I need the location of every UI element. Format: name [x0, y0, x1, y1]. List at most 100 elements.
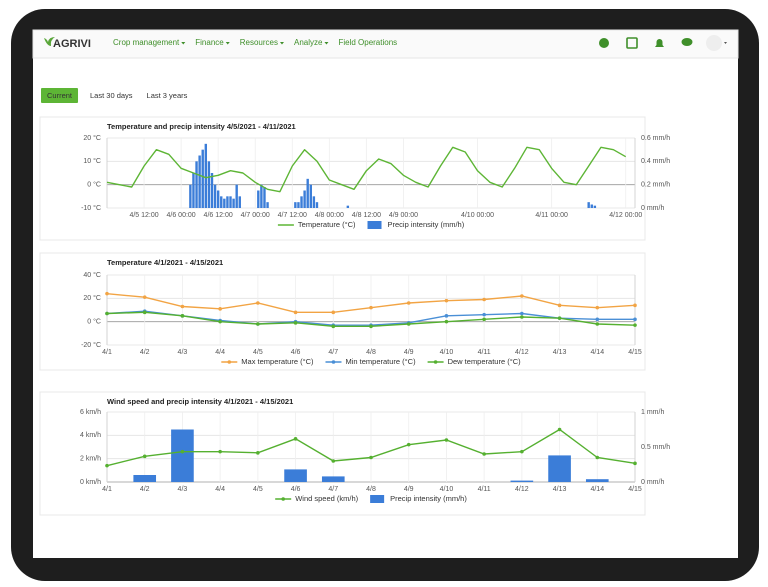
bar — [315, 202, 319, 208]
chart-title: Temperature 4/1/2021 - 4/15/2021 — [107, 258, 223, 267]
point — [444, 314, 449, 318]
point — [256, 451, 260, 455]
menu-item[interactable]: Analyze — [294, 38, 323, 47]
x-tick-label: 4/4 — [215, 486, 225, 493]
legend-label: Temperature (°C) — [298, 220, 356, 229]
point — [293, 310, 298, 315]
bar — [204, 143, 208, 208]
point — [180, 314, 185, 318]
point — [293, 437, 298, 441]
point — [444, 438, 449, 442]
menu-item[interactable]: Finance — [195, 38, 224, 47]
x-tick-label: 4/12 — [515, 486, 529, 493]
bar — [346, 205, 350, 208]
y-tick-label: 10 °C — [83, 157, 101, 165]
dropdown-caret — [225, 42, 230, 45]
y-tick-label: 20 °C — [83, 134, 101, 142]
chat-icon[interactable] — [681, 38, 693, 46]
point — [482, 452, 486, 456]
nav-bar — [32, 29, 739, 59]
tab[interactable]: Last 30 days — [90, 91, 133, 100]
point — [331, 459, 336, 463]
bar — [133, 475, 157, 482]
bar — [585, 479, 609, 482]
point — [142, 454, 147, 459]
bar — [321, 476, 345, 482]
x-tick-label: 4/10 — [440, 486, 454, 493]
legend-label: Precip intensity (mm/h) — [388, 220, 465, 229]
point — [256, 301, 260, 305]
x-tick-label: 4/13 — [553, 486, 567, 493]
point — [142, 310, 147, 315]
bell-icon[interactable] — [655, 39, 664, 47]
dropdown-caret — [181, 42, 186, 45]
x-tick-label: 4/14 — [590, 349, 604, 356]
y2-tick-label: 0.5 mm/h — [641, 444, 670, 451]
x-tick-label: 4/5 — [253, 486, 263, 493]
tabs: Current Last 30 days Last 3 years — [41, 88, 188, 103]
bar — [192, 173, 195, 208]
point — [142, 295, 147, 299]
menu-item[interactable]: Field Operations — [338, 38, 397, 47]
point — [444, 319, 449, 324]
y-tick-label: 20 °C — [83, 294, 101, 302]
bar — [232, 198, 235, 208]
y2-tick-label: 0 mm/h — [641, 479, 664, 486]
menu-item[interactable]: Crop management — [113, 38, 180, 47]
legend-swatch — [367, 221, 382, 229]
x-tick-label: 4/7 — [328, 349, 338, 356]
tab[interactable]: Last 3 years — [147, 91, 188, 100]
x-tick-label: 4/9 — [404, 349, 414, 356]
bar — [309, 184, 312, 208]
y-tick-label: 4 km/h — [80, 432, 101, 439]
point — [105, 463, 109, 468]
point — [595, 455, 600, 460]
point — [180, 304, 185, 309]
y-tick-label: 6 km/h — [80, 409, 101, 416]
bar — [294, 202, 297, 208]
logo: AGRIVI — [53, 38, 91, 50]
chart-panel — [39, 391, 646, 516]
x-tick-label: 4/10 — [440, 349, 454, 356]
point — [633, 317, 637, 322]
y-tick-label: 40 °C — [83, 271, 101, 279]
bar — [229, 196, 232, 208]
point — [180, 449, 185, 454]
x-tick-label: 4/7 00:00 — [241, 212, 270, 219]
point — [331, 324, 336, 329]
bar — [171, 429, 194, 482]
tab[interactable]: Current — [47, 91, 73, 100]
x-tick-label: 4/2 — [140, 486, 150, 493]
point — [218, 307, 222, 311]
legend: Max temperature (°C) Min temperature (°C)… — [221, 357, 521, 366]
calendar-icon[interactable] — [626, 37, 638, 49]
point — [444, 298, 449, 303]
y-tick-label: -20 °C — [81, 341, 101, 349]
bar — [260, 184, 263, 208]
bar — [548, 455, 571, 482]
menu: Crop management Finance Resources Analyze Fi… — [113, 38, 397, 47]
x-tick-label: 4/11 — [478, 349, 491, 356]
y-tick-label: 2 km/h — [80, 456, 101, 463]
point — [595, 322, 600, 326]
bar — [216, 190, 220, 208]
bar — [306, 178, 309, 208]
avatar[interactable] — [706, 35, 722, 51]
y2-tick-label: 1 mm/h — [641, 409, 664, 416]
help-icon[interactable] — [599, 38, 609, 48]
menu-item[interactable]: Resources — [240, 38, 278, 47]
bar — [257, 190, 260, 208]
bar — [284, 469, 307, 482]
x-tick-label: 4/7 — [328, 486, 338, 493]
bar — [226, 196, 229, 208]
point — [520, 294, 524, 298]
x-tick-label: 4/8 — [366, 349, 376, 356]
bar — [201, 149, 204, 208]
point — [256, 322, 260, 326]
x-tick-label: 4/12 — [515, 349, 529, 356]
x-tick-label: 4/6 00:00 — [167, 212, 196, 219]
y2-tick-label: 0.2 mm/h — [641, 182, 670, 189]
x-tick-label: 4/6 12:00 — [204, 212, 233, 219]
bar — [195, 161, 198, 208]
x-tick-label: 4/14 — [590, 486, 604, 493]
